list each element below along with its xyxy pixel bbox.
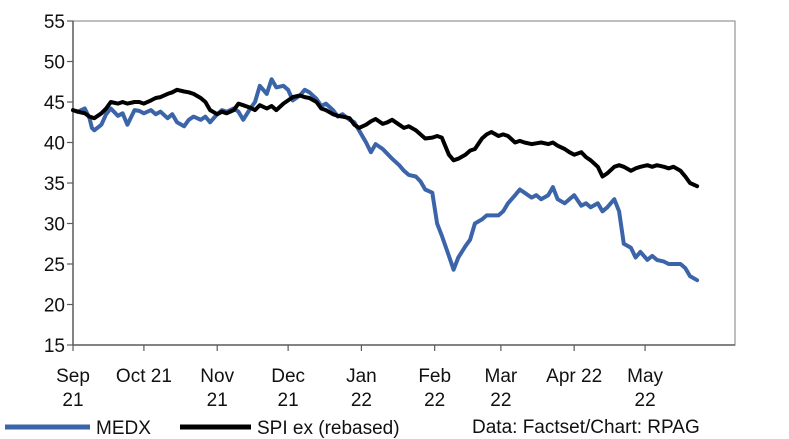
- series-layer: [71, 77, 700, 283]
- y-tick-label: 20: [44, 296, 65, 317]
- x-tick-label: Feb: [418, 366, 451, 387]
- x-tick-label: May: [627, 366, 663, 387]
- legend-label: SPI ex (rebased): [257, 418, 400, 439]
- x-tick-label-year: 21: [207, 390, 228, 411]
- x-tick-label: Sep: [56, 366, 90, 387]
- x-tick-label-year: 21: [278, 390, 299, 411]
- y-tick-label: 35: [44, 174, 65, 195]
- x-tick-label-year: 22: [635, 390, 656, 411]
- x-tick-label-year: 21: [62, 390, 83, 411]
- series-line-spi-ex: [71, 87, 700, 189]
- x-tick-label: Apr 22: [546, 366, 602, 387]
- x-tick-label: Oct 21: [116, 366, 172, 387]
- x-axis: Sep 21 Oct 21 Nov 21 Dec 21 Jan 22 Feb 22 Mar 22 Apr …: [56, 345, 664, 411]
- y-axis: 15 20 25 30 35 40 45 50 55: [44, 12, 73, 357]
- y-tick-label: 55: [44, 12, 65, 33]
- y-tick-label: 25: [44, 255, 65, 276]
- y-tick-label: 30: [44, 215, 65, 236]
- y-tick-label: 45: [44, 93, 65, 114]
- source-note: Data: Factset/Chart: RPAG: [472, 417, 700, 438]
- y-tick-label: 50: [44, 53, 65, 74]
- x-tick-label-year: 22: [490, 390, 511, 411]
- x-tick-label-year: 22: [424, 390, 445, 411]
- y-tick-label: 15: [44, 336, 65, 357]
- x-tick-label: Mar: [485, 366, 518, 387]
- legend-label: MEDX: [96, 418, 151, 439]
- x-tick-label: Dec: [271, 366, 305, 387]
- legend: MEDX SPI ex (rebased): [5, 418, 400, 439]
- y-tick-label: 40: [44, 134, 65, 155]
- x-tick-label: Jan: [346, 366, 377, 387]
- series-line-medx: [71, 77, 700, 283]
- plot-area-frame: [72, 20, 736, 346]
- x-tick-label: Nov: [200, 366, 234, 387]
- x-tick-label-year: 22: [351, 390, 372, 411]
